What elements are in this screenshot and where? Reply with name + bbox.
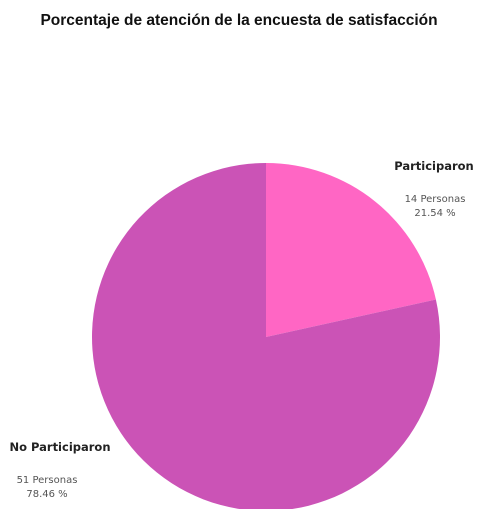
slice-label-participaron: Participaron [394,159,474,173]
chart-title: Porcentaje de atención de la encuesta de… [40,12,438,29]
slice-label-no-participaron: No Participaron [9,440,110,454]
pie-labels: Participaron 14 Personas 21.54 % No Part… [9,159,473,500]
slice-percent-no-participaron: 78.46 % [26,489,67,500]
slice-count-no-participaron: 51 Personas [17,475,78,486]
slice-percent-participaron: 21.54 % [414,208,455,219]
pie-slice-participaron [266,163,436,337]
pie-slice-no-participaron [92,163,440,509]
slice-count-participaron: 14 Personas [405,194,466,205]
pie-slices [92,163,440,509]
